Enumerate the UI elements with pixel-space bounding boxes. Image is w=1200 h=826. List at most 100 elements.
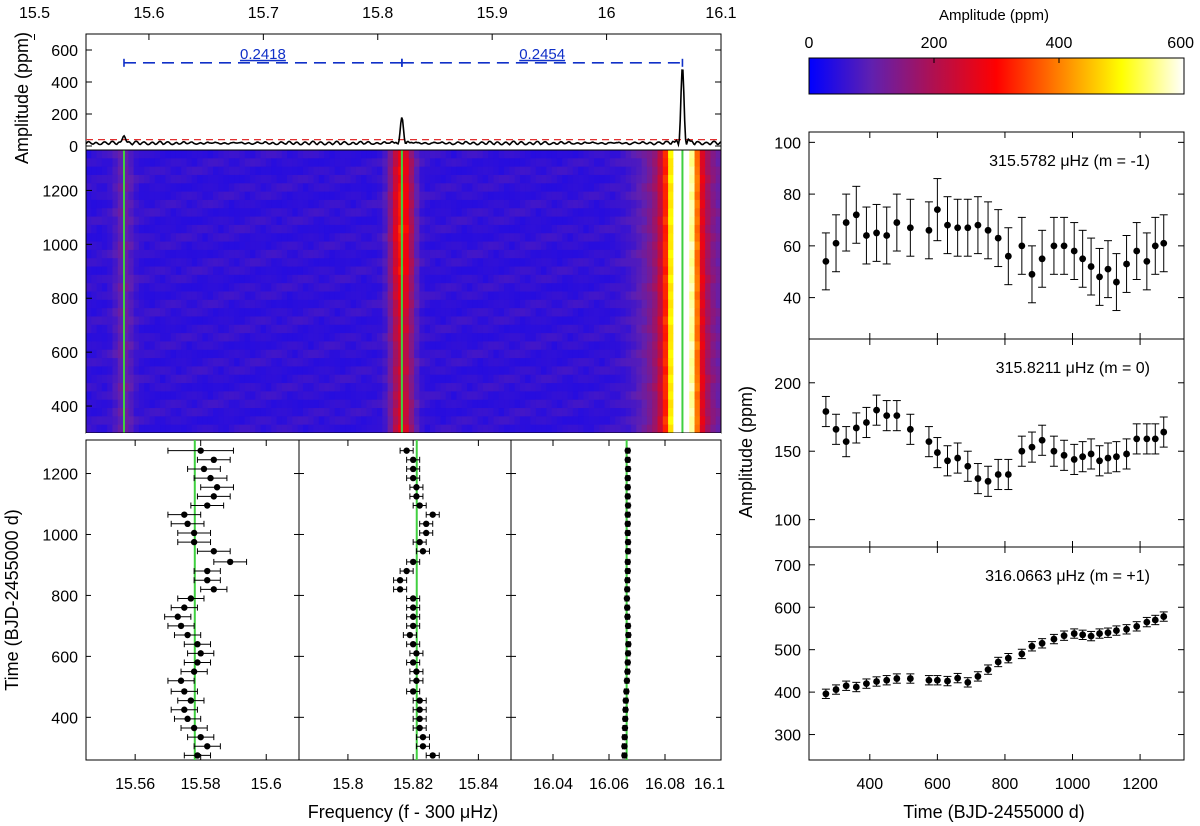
heatmap-cell — [546, 199, 553, 209]
heatmap-cell — [414, 191, 420, 201]
heatmap-cell — [414, 416, 420, 426]
heatmap-cell — [668, 224, 674, 234]
heatmap-cell — [112, 258, 119, 268]
heatmap-cell — [482, 258, 489, 268]
heatmap-cell — [255, 150, 262, 159]
heatmap-cell — [546, 391, 553, 401]
heatmap-cell — [223, 383, 230, 392]
track-point — [624, 586, 631, 593]
heatmap-cell — [414, 333, 420, 343]
heatmap-cell — [451, 216, 458, 226]
heatmap-cell — [239, 324, 246, 334]
heatmap-cell — [186, 166, 193, 176]
heatmap-cell — [588, 416, 595, 426]
track-point — [624, 493, 631, 500]
heatmap-cell — [86, 308, 92, 318]
heatmap-cell — [255, 358, 262, 368]
heatmap-cell — [615, 150, 622, 159]
heatmap-cell — [371, 399, 378, 409]
heatmap-cell — [276, 249, 283, 259]
heatmap-cell — [530, 233, 537, 243]
heatmap-cell — [244, 208, 251, 218]
heatmap-cell — [160, 349, 166, 359]
track-point — [409, 640, 417, 648]
heatmap-cell — [255, 233, 262, 243]
heatmap-cell — [117, 391, 124, 401]
heatmap-cell — [160, 341, 166, 351]
heatmap-cell — [250, 424, 256, 433]
track-point — [623, 595, 631, 602]
heatmap-cell — [329, 374, 336, 384]
heatmap-cell — [493, 224, 500, 234]
heatmap-cell — [472, 408, 479, 417]
heatmap-cell — [366, 424, 373, 433]
heatmap-cell — [562, 150, 569, 159]
heatmap-cell — [308, 308, 315, 318]
heatmap-cell — [604, 233, 611, 243]
heatmap-cell — [334, 349, 341, 359]
heatmap-cell — [604, 241, 611, 251]
heatmap-cell — [525, 216, 532, 226]
heatmap-cell — [477, 366, 484, 376]
heatmap-cell — [604, 416, 611, 426]
heatmap-cell — [313, 241, 320, 251]
heatmap-cell — [625, 316, 632, 326]
heatmap-cell — [488, 191, 495, 201]
heatmap-cell — [292, 224, 299, 234]
heatmap-cell — [652, 383, 659, 392]
heatmap-cell — [318, 183, 325, 193]
heatmap-cell — [202, 316, 209, 326]
heatmap-cell — [567, 241, 574, 251]
heatmap-cell — [144, 391, 151, 401]
heatmap-cell — [456, 283, 463, 293]
heatmap-cell — [350, 150, 357, 159]
heatmap-cell — [699, 316, 706, 326]
heatmap-cell — [255, 266, 262, 276]
heatmap-cell — [292, 416, 299, 426]
heatmap-cell — [657, 258, 664, 268]
heatmap-cell — [350, 316, 357, 326]
heatmap-cell — [673, 233, 680, 243]
heatmap-cell — [160, 249, 166, 259]
heatmap-cell — [133, 216, 140, 226]
heatmap-cell — [96, 191, 103, 201]
heatmap-cell — [609, 174, 616, 184]
heatmap-cell — [181, 366, 188, 376]
heatmap-cell — [260, 416, 267, 426]
heatmap-cell — [657, 341, 664, 351]
heatmap-cell — [355, 424, 362, 433]
heatmap-cell — [329, 274, 336, 284]
amp-point — [974, 475, 982, 482]
heatmap-cell — [461, 416, 468, 426]
heatmap-cell — [181, 249, 188, 259]
heatmap-cell — [567, 374, 574, 384]
heatmap-cell — [382, 424, 389, 433]
heatmap-cell — [239, 341, 246, 351]
heatmap-cell — [265, 349, 272, 359]
heatmap-cell — [181, 341, 188, 351]
heatmap-cell — [477, 266, 484, 276]
heatmap-cell — [324, 249, 331, 259]
heatmap-cell — [588, 316, 595, 326]
heatmap-cell — [451, 158, 458, 168]
heatmap-cell — [170, 358, 177, 368]
heatmap-cell — [345, 150, 352, 159]
heatmap-cell — [408, 316, 415, 326]
heatmap-cell — [186, 258, 193, 268]
heatmap-cell — [472, 399, 479, 409]
heatmap-cell — [218, 299, 225, 309]
track-point — [190, 538, 198, 546]
heatmap-cell — [276, 216, 283, 226]
heatmap-cell — [213, 166, 219, 176]
heatmap-cell — [223, 216, 230, 226]
heatmap-cell — [170, 249, 177, 259]
heatmap-cell — [234, 258, 241, 268]
heatmap-cell — [509, 341, 516, 351]
heatmap-cell — [525, 333, 532, 343]
heatmap-cell — [250, 224, 256, 234]
heatmap-cell — [435, 424, 442, 433]
heatmap-cell — [424, 383, 431, 392]
heatmap-cell — [287, 191, 293, 201]
heatmap-cell — [636, 383, 643, 392]
heatmap-cell — [96, 241, 103, 251]
